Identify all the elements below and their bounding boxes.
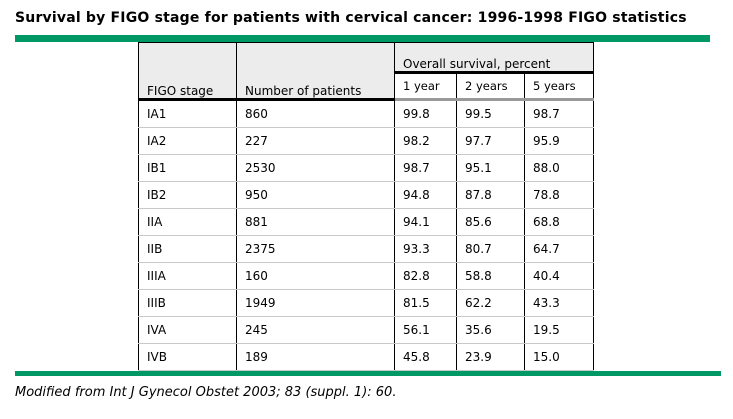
cell-stage: IIA bbox=[138, 208, 237, 236]
cell-1yr: 93.3 bbox=[394, 235, 457, 263]
cell-patients: 881 bbox=[236, 208, 395, 236]
cell-patients: 2530 bbox=[236, 154, 395, 182]
cell-1yr: 98.2 bbox=[394, 127, 457, 155]
cell-2yr: 97.7 bbox=[456, 127, 525, 155]
cell-1yr: 81.5 bbox=[394, 289, 457, 317]
cell-2yr: 62.2 bbox=[456, 289, 525, 317]
cell-5yr: 64.7 bbox=[523, 235, 595, 263]
table-row: IB1 2530 98.7 95.1 88.0 bbox=[138, 154, 595, 182]
cell-stage: IB2 bbox=[138, 181, 237, 209]
cell-patients: 227 bbox=[236, 127, 395, 155]
cell-5yr: 19.5 bbox=[523, 316, 595, 344]
header-5-years: 5 years bbox=[523, 72, 595, 102]
cell-1yr: 99.8 bbox=[394, 99, 457, 128]
header-overall-survival: Overall survival, percent bbox=[393, 42, 595, 74]
cell-2yr: 80.7 bbox=[456, 235, 525, 263]
header-number-of-patients: Number of patients bbox=[236, 42, 395, 101]
cell-2yr: 58.8 bbox=[456, 262, 525, 290]
cell-1yr: 94.8 bbox=[394, 181, 457, 209]
table-row: IB2 950 94.8 87.8 78.8 bbox=[138, 181, 595, 209]
cell-5yr: 43.3 bbox=[523, 289, 595, 317]
top-accent-bar bbox=[15, 35, 710, 42]
cell-stage: IVB bbox=[138, 343, 237, 371]
cell-patients: 2375 bbox=[236, 235, 395, 263]
table-row: IIA 881 94.1 85.6 68.8 bbox=[138, 208, 595, 236]
cell-5yr: 88.0 bbox=[523, 154, 595, 182]
bottom-accent-bar bbox=[15, 371, 721, 376]
cell-5yr: 15.0 bbox=[523, 343, 595, 371]
source-citation: Modified from Int J Gynecol Obstet 2003;… bbox=[15, 385, 397, 400]
cell-1yr: 56.1 bbox=[394, 316, 457, 344]
cell-2yr: 95.1 bbox=[456, 154, 525, 182]
figo-survival-table: FIGO stage Number of patients Overall su… bbox=[138, 42, 595, 371]
cell-patients: 245 bbox=[236, 316, 395, 344]
table-row: IVA 245 56.1 35.6 19.5 bbox=[138, 316, 595, 344]
cell-5yr: 68.8 bbox=[523, 208, 595, 236]
cell-2yr: 87.8 bbox=[456, 181, 525, 209]
cell-1yr: 94.1 bbox=[394, 208, 457, 236]
cell-2yr: 35.6 bbox=[456, 316, 525, 344]
cell-1yr: 98.7 bbox=[394, 154, 457, 182]
table-row: IA1 860 99.8 99.5 98.7 bbox=[138, 99, 595, 128]
cell-2yr: 85.6 bbox=[456, 208, 525, 236]
cell-patients: 189 bbox=[236, 343, 395, 371]
cell-2yr: 99.5 bbox=[456, 99, 525, 128]
cell-5yr: 78.8 bbox=[523, 181, 595, 209]
cell-5yr: 95.9 bbox=[523, 127, 595, 155]
table-row: IVB 189 45.8 23.9 15.0 bbox=[138, 343, 595, 371]
cell-stage: IIIA bbox=[138, 262, 237, 290]
cell-2yr: 23.9 bbox=[456, 343, 525, 371]
table-row: IA2 227 98.2 97.7 95.9 bbox=[138, 127, 595, 155]
header-figo-stage: FIGO stage bbox=[138, 42, 237, 101]
header-2-years: 2 years bbox=[456, 72, 525, 102]
cell-stage: IIIB bbox=[138, 289, 237, 317]
cell-stage: IB1 bbox=[138, 154, 237, 182]
page-title: Survival by FIGO stage for patients with… bbox=[15, 10, 687, 26]
table-row: IIB 2375 93.3 80.7 64.7 bbox=[138, 235, 595, 263]
cell-1yr: 82.8 bbox=[394, 262, 457, 290]
table-header-row-2: 1 year 2 years 5 years bbox=[139, 72, 595, 102]
cell-5yr: 40.4 bbox=[523, 262, 595, 290]
cell-stage: IIB bbox=[138, 235, 237, 263]
cell-stage: IA2 bbox=[138, 127, 237, 155]
cell-patients: 1949 bbox=[236, 289, 395, 317]
cell-5yr: 98.7 bbox=[523, 99, 595, 128]
table-row: IIIB 1949 81.5 62.2 43.3 bbox=[138, 289, 595, 317]
cell-patients: 160 bbox=[236, 262, 395, 290]
header-1-year: 1 year bbox=[394, 72, 457, 102]
cell-patients: 860 bbox=[236, 99, 395, 128]
cell-stage: IA1 bbox=[138, 99, 237, 128]
table-header-row-1: FIGO stage Number of patients Overall su… bbox=[138, 42, 595, 101]
table-row: IIIA 160 82.8 58.8 40.4 bbox=[138, 262, 595, 290]
cell-1yr: 45.8 bbox=[394, 343, 457, 371]
cell-stage: IVA bbox=[138, 316, 237, 344]
cell-patients: 950 bbox=[236, 181, 395, 209]
